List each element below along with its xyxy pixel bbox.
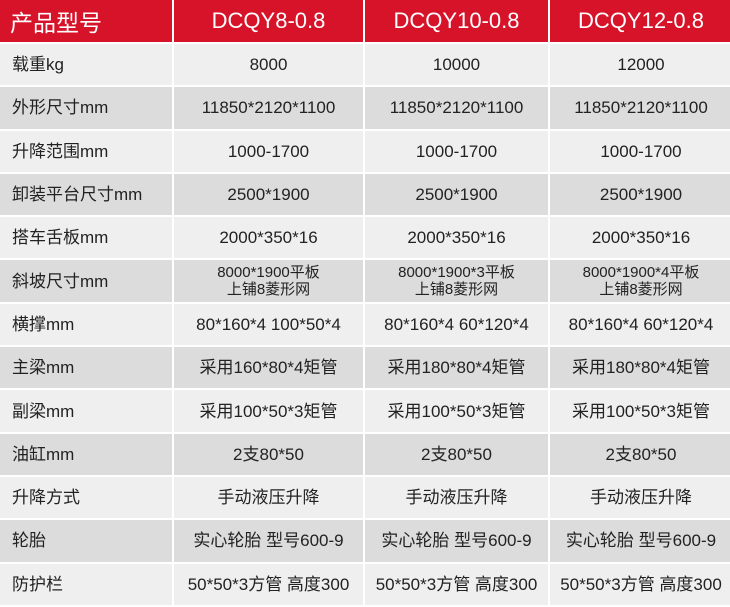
spec-cell: 2支80*50 [365, 433, 548, 475]
spec-cell-line: 8000*1900平板 [217, 264, 320, 282]
spec-cell-line: 上铺8菱形网 [226, 281, 311, 299]
row-label: 升降范围mm [0, 130, 172, 172]
spec-cell: 2500*1900 [365, 173, 548, 216]
spec-cell: 手动液压升降 [365, 476, 548, 519]
spec-cell: 80*160*4 100*50*4 [174, 303, 363, 346]
spec-cell: 2000*350*16 [174, 217, 363, 259]
spec-cell: 2支80*50 [550, 433, 730, 475]
row-label: 油缸mm [0, 433, 172, 475]
table-row: 副梁mm 采用100*50*3矩管 采用100*50*3矩管 采用100*50*3矩管 [0, 390, 730, 432]
spec-cell: 80*160*4 60*120*4 [365, 303, 548, 346]
spec-cell: 8000*1900*4平板 上铺8菱形网 [550, 260, 730, 302]
spec-cell: 1000-1700 [174, 130, 363, 172]
table-row: 轮胎 实心轮胎 型号600-9 实心轮胎 型号600-9 实心轮胎 型号600-9 [0, 520, 730, 562]
spec-cell: 1000-1700 [365, 130, 548, 172]
row-label: 副梁mm [0, 390, 172, 432]
spec-cell: 1000-1700 [550, 130, 730, 172]
spec-cell: 50*50*3方管 高度300 [365, 563, 548, 605]
spec-cell: 2500*1900 [174, 173, 363, 216]
row-label: 横撑mm [0, 303, 172, 346]
spec-cell: 8000 [174, 44, 363, 86]
spec-cell: 2500*1900 [550, 173, 730, 216]
spec-cell: 手动液压升降 [174, 476, 363, 519]
model-header: DCQY10-0.8 [365, 0, 548, 42]
row-label: 载重kg [0, 44, 172, 86]
table-row: 斜坡尺寸mm 8000*1900平板 上铺8菱形网 8000*1900*3平板 上铺8菱… [0, 260, 730, 302]
spec-cell: 50*50*3方管 高度300 [550, 563, 730, 605]
spec-cell: 2000*350*16 [365, 217, 548, 259]
spec-cell-line: 8000*1900*3平板 [398, 264, 515, 282]
row-label: 防护栏 [0, 563, 172, 605]
spec-cell: 实心轮胎 型号600-9 [365, 520, 548, 562]
spec-cell: 11850*2120*1100 [174, 87, 363, 129]
spec-cell: 实心轮胎 型号600-9 [550, 520, 730, 562]
table-row: 卸装平台尺寸mm 2500*1900 2500*1900 2500*1900 [0, 173, 730, 216]
table-row: 主梁mm 采用160*80*4矩管 采用180*80*4矩管 采用180*80*4矩管 [0, 347, 730, 389]
spec-cell: 80*160*4 60*120*4 [550, 303, 730, 346]
spec-cell-line: 上铺8菱形网 [414, 281, 499, 299]
row-label: 搭车舌板mm [0, 217, 172, 259]
table-row: 横撑mm 80*160*4 100*50*4 80*160*4 60*120*4 80… [0, 303, 730, 346]
spec-cell: 采用180*80*4矩管 [365, 347, 548, 389]
model-header: DCQY8-0.8 [174, 0, 363, 42]
header-row: 产品型号 DCQY8-0.8 DCQY10-0.8 DCQY12-0.8 [0, 0, 730, 42]
spec-cell: 实心轮胎 型号600-9 [174, 520, 363, 562]
spec-cell-line: 8000*1900*4平板 [582, 264, 700, 282]
table-row: 升降范围mm 1000-1700 1000-1700 1000-1700 [0, 130, 730, 172]
spec-cell: 采用100*50*3矩管 [174, 390, 363, 432]
table-row: 防护栏 50*50*3方管 高度300 50*50*3方管 高度300 50*50*3… [0, 563, 730, 605]
row-label: 卸装平台尺寸mm [0, 173, 172, 216]
row-label: 外形尺寸mm [0, 87, 172, 129]
row-label: 轮胎 [0, 520, 172, 562]
spec-cell: 采用100*50*3矩管 [365, 390, 548, 432]
table-row: 搭车舌板mm 2000*350*16 2000*350*16 2000*350*16 [0, 217, 730, 259]
spec-cell: 11850*2120*1100 [365, 87, 548, 129]
model-header: DCQY12-0.8 [550, 0, 730, 42]
header-label: 产品型号 [0, 0, 172, 42]
row-label: 斜坡尺寸mm [0, 260, 172, 302]
row-label: 升降方式 [0, 476, 172, 519]
table-row: 外形尺寸mm 11850*2120*1100 11850*2120*1100 1185… [0, 87, 730, 129]
table-row: 载重kg 8000 10000 12000 [0, 44, 730, 86]
spec-cell: 手动液压升降 [550, 476, 730, 519]
spec-cell: 11850*2120*1100 [550, 87, 730, 129]
spec-cell: 8000*1900*3平板 上铺8菱形网 [365, 260, 548, 302]
spec-cell: 2000*350*16 [550, 217, 730, 259]
spec-cell: 8000*1900平板 上铺8菱形网 [174, 260, 363, 302]
table-row: 升降方式 手动液压升降 手动液压升降 手动液压升降 [0, 476, 730, 519]
spec-cell: 12000 [550, 44, 730, 86]
spec-cell: 2支80*50 [174, 433, 363, 475]
spec-cell: 采用100*50*3矩管 [550, 390, 730, 432]
spec-cell: 采用180*80*4矩管 [550, 347, 730, 389]
spec-cell: 10000 [365, 44, 548, 86]
spec-cell: 采用160*80*4矩管 [174, 347, 363, 389]
row-label: 主梁mm [0, 347, 172, 389]
spec-cell-line: 上铺8菱形网 [599, 281, 683, 299]
table-row: 油缸mm 2支80*50 2支80*50 2支80*50 [0, 433, 730, 475]
spec-cell: 50*50*3方管 高度300 [174, 563, 363, 605]
